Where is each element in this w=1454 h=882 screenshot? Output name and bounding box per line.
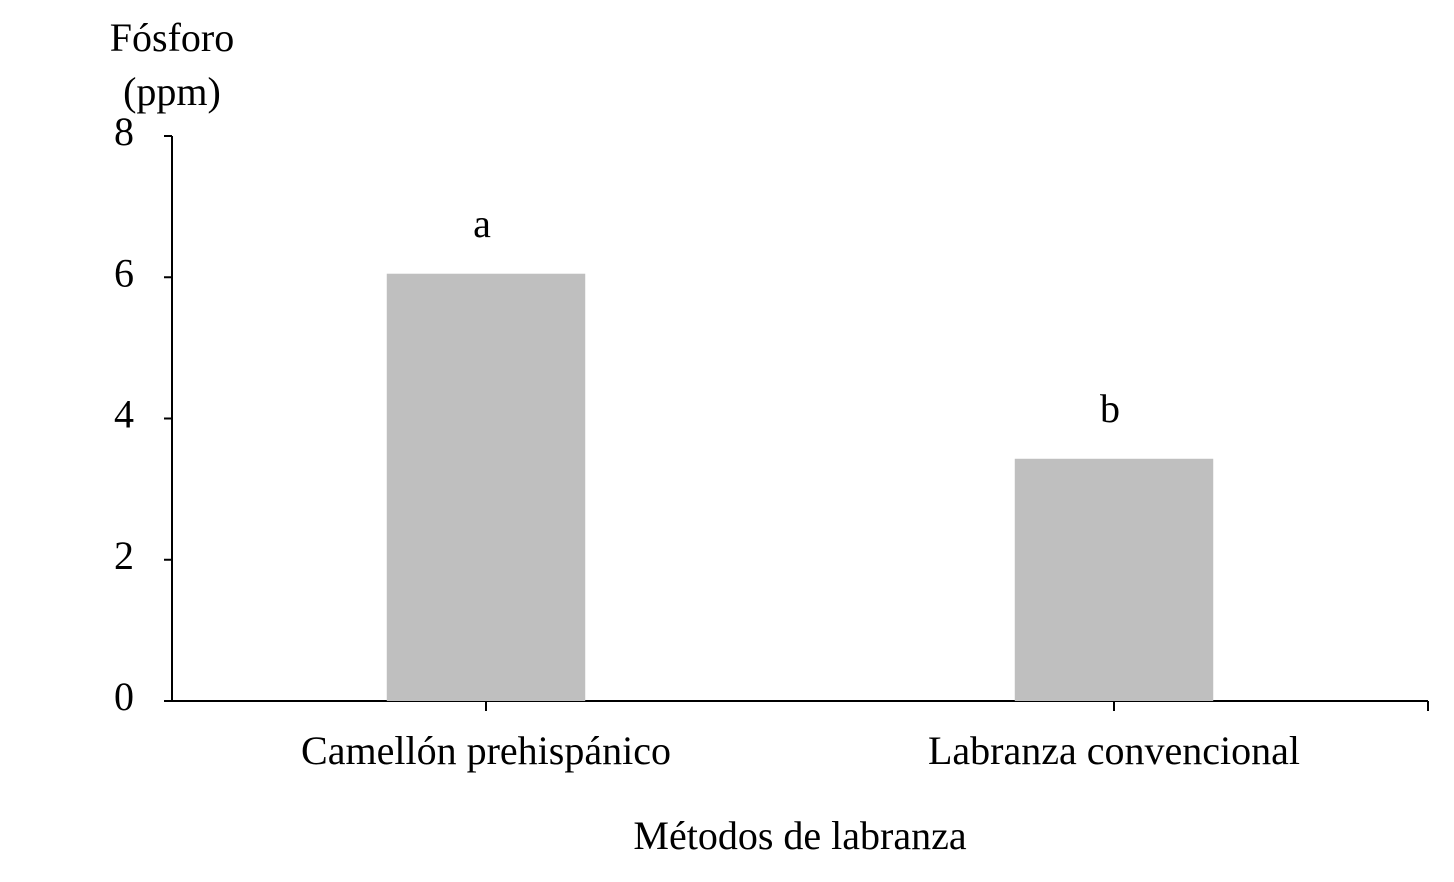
y-tick-label: 8 — [114, 109, 134, 154]
bar — [1014, 458, 1214, 701]
y-tick-label: 6 — [114, 250, 134, 295]
x-tick-label: Camellón prehispánico — [301, 728, 671, 773]
bar — [386, 273, 586, 701]
bar-label: b — [1100, 386, 1120, 431]
y-axis-label: Fósforo — [110, 15, 234, 60]
x-tick-label: Labranza convencional — [928, 728, 1300, 773]
y-tick-label: 0 — [114, 674, 134, 719]
x-axis-label: Métodos de labranza — [633, 813, 966, 858]
y-tick-label: 4 — [114, 392, 134, 437]
y-axis-label: (ppm) — [123, 69, 221, 114]
y-tick-label: 2 — [114, 533, 134, 578]
bar-label: a — [473, 201, 491, 246]
